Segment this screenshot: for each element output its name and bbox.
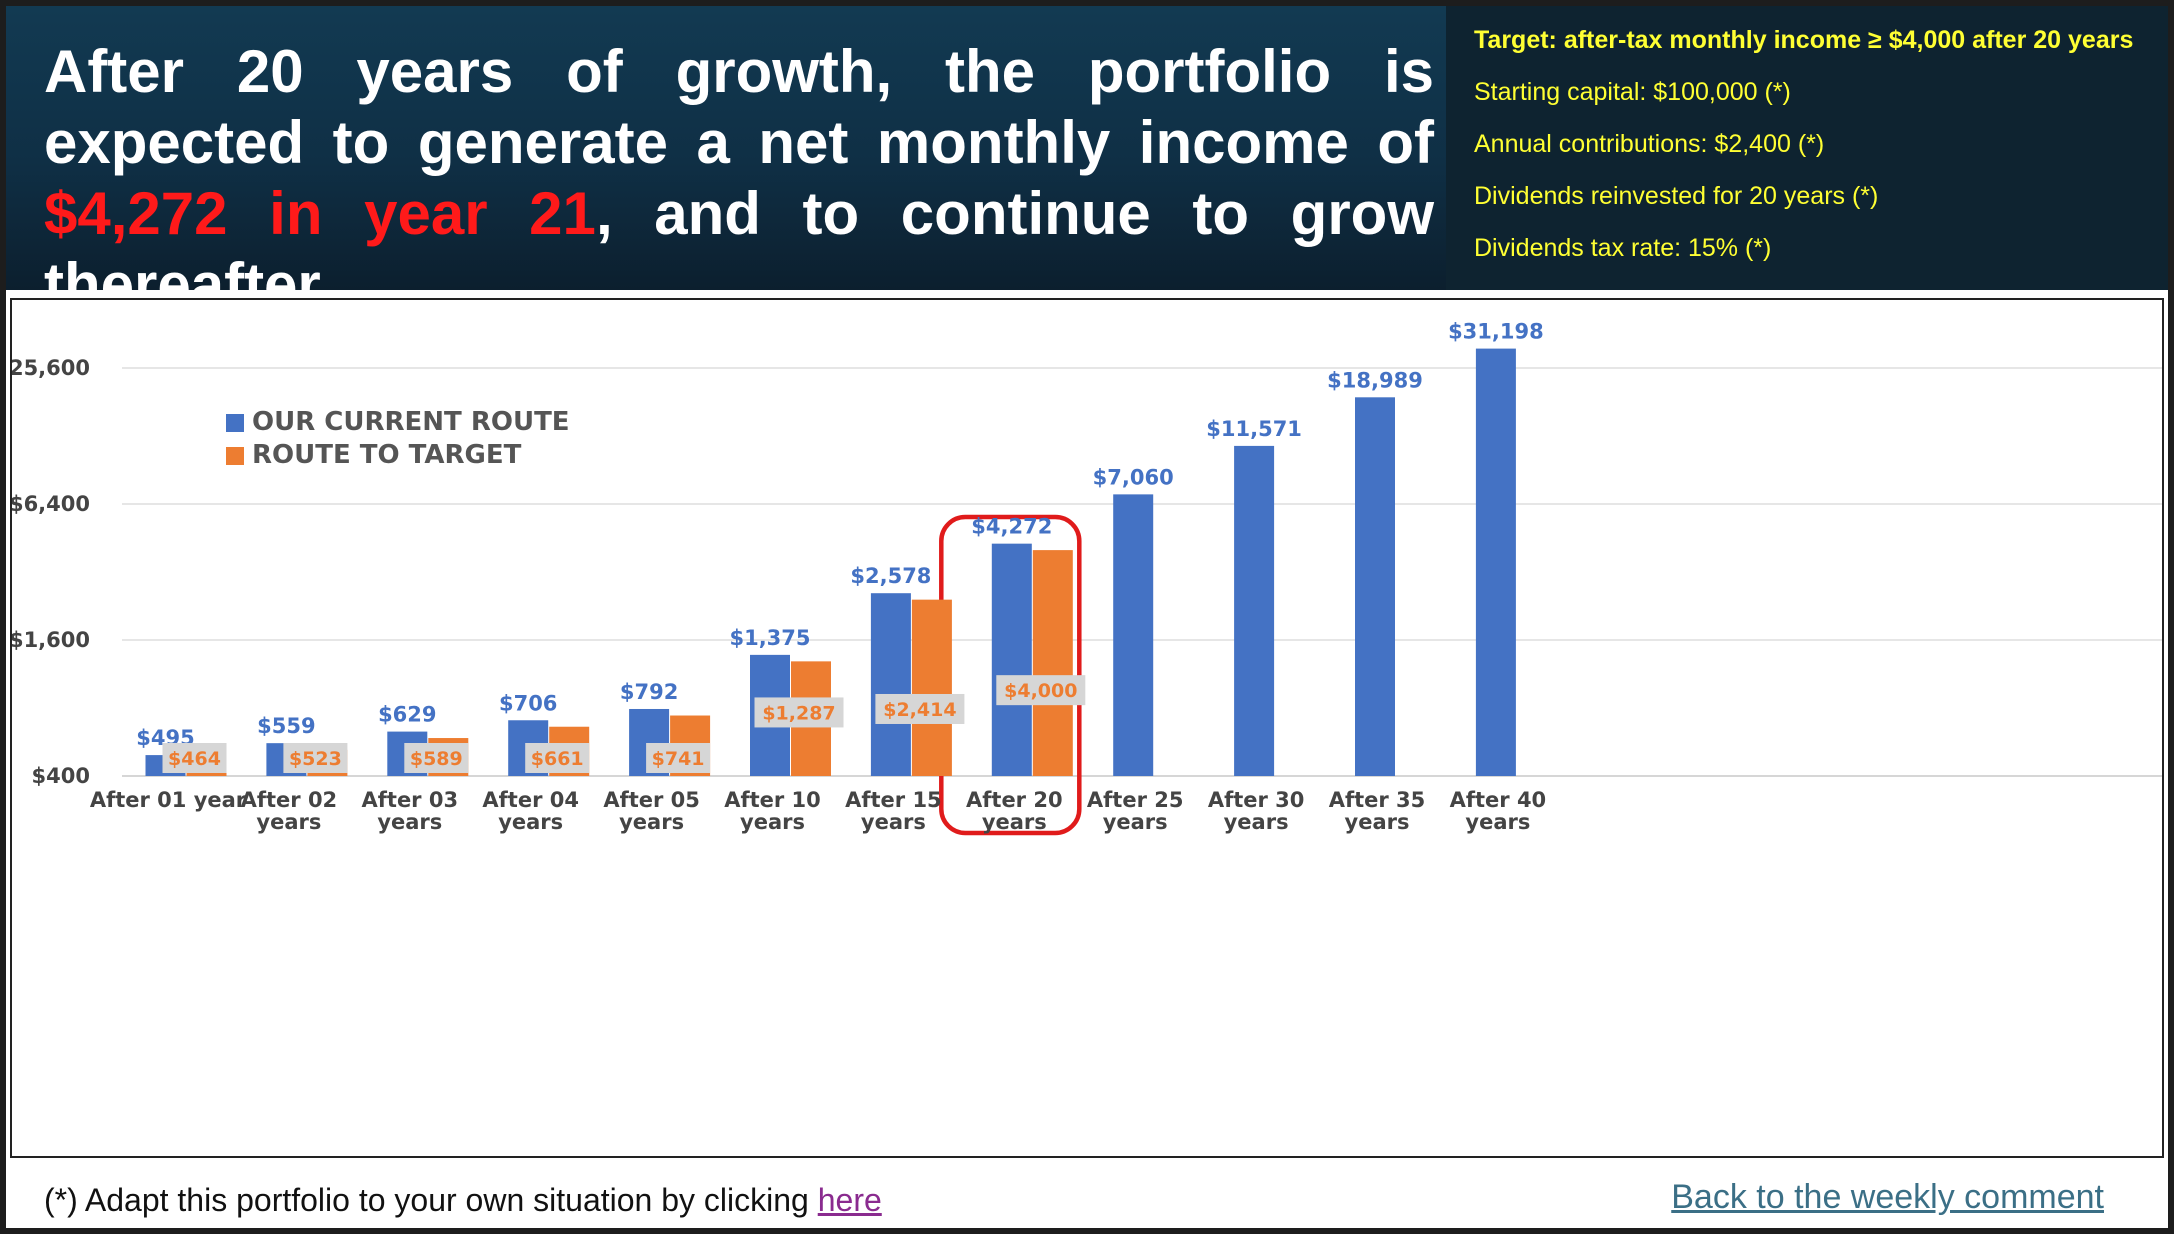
headline: After 20 years of growth, the portfolio … (44, 36, 1434, 320)
data-label-route-to-target: $4,000 (1004, 680, 1077, 702)
x-tick-label: After 03 (362, 788, 459, 812)
bar-current-route (1113, 494, 1154, 776)
data-label-route-to-target: $589 (410, 748, 463, 770)
data-label-box (525, 743, 590, 773)
target-line-goal: Target: after-tax monthly income ≥ $4,00… (1474, 26, 2134, 54)
target-line-tax-rate: Dividends tax rate: 15% (*) (1474, 234, 1772, 262)
data-label-box (646, 743, 711, 773)
bar-current-route (991, 543, 1032, 776)
bar-chart: Estimated monthly revenue, after 15% tax… (12, 320, 2162, 836)
bar-current-route (1234, 445, 1275, 776)
x-tick-label: years (861, 810, 926, 834)
data-label-current-route: $1,375 (729, 626, 810, 650)
x-tick-label: years (377, 810, 442, 834)
headline-part1: After 20 years of growth, the portfolio … (44, 38, 1434, 176)
x-tick-label: years (1103, 810, 1168, 834)
here-link[interactable]: here (817, 1182, 882, 1218)
data-label-current-route: $4,272 (971, 515, 1052, 539)
y-tick-label: $25,600 (12, 356, 90, 380)
data-label-current-route: $31,198 (1448, 320, 1544, 344)
x-tick-label: years (1465, 810, 1530, 834)
bar-route-to-target (1032, 550, 1073, 776)
bar-current-route (1355, 397, 1395, 776)
x-tick-label: After 25 (1087, 788, 1184, 812)
x-tick-label: After 40 (1450, 788, 1547, 812)
x-tick-label: After 01 year (90, 788, 247, 812)
data-label-box (404, 743, 469, 773)
target-line-capital: Starting capital: $100,000 (*) (1474, 78, 1791, 106)
data-label-current-route: $2,578 (850, 564, 931, 588)
bar-current-route (870, 593, 911, 776)
x-tick-label: After 02 (241, 788, 338, 812)
headline-highlight: $4,272 in year 21 (44, 180, 596, 247)
x-tick-label: years (1224, 810, 1289, 834)
back-to-weekly-comment-link[interactable]: Back to the weekly comment (1671, 1178, 2104, 1216)
legend-swatch (226, 447, 244, 465)
data-label-route-to-target: $523 (289, 748, 342, 770)
target-panel: Target: after-tax monthly income ≥ $4,00… (1446, 6, 2168, 290)
x-tick-label: After 35 (1329, 788, 1426, 812)
data-label-route-to-target: $2,414 (883, 699, 956, 721)
target-line-reinvested: Dividends reinvested for 20 years (*) (1474, 182, 1879, 210)
data-label-box (996, 675, 1086, 706)
y-tick-label: $1,600 (12, 628, 90, 652)
footer-note-text: (*) Adapt this portfolio to your own sit… (44, 1182, 818, 1218)
target-line-contributions: Annual contributions: $2,400 (*) (1474, 130, 1825, 158)
x-tick-label: years (256, 810, 321, 834)
x-tick-label: After 04 (482, 788, 579, 812)
bar-route-to-target (911, 599, 952, 776)
data-label-route-to-target: $1,287 (762, 702, 835, 724)
data-label-route-to-target: $741 (652, 748, 705, 770)
x-tick-label: years (982, 810, 1047, 834)
data-label-current-route: $792 (620, 680, 678, 704)
data-label-box (283, 743, 348, 773)
legend-label: ROUTE TO TARGET (252, 440, 522, 470)
data-label-current-route: $7,060 (1093, 465, 1174, 489)
legend-label: OUR CURRENT ROUTE (252, 407, 570, 437)
data-label-box (162, 743, 227, 773)
x-tick-label: After 05 (603, 788, 700, 812)
header-banner: After 20 years of growth, the portfolio … (6, 6, 2168, 318)
x-tick-label: years (619, 810, 684, 834)
x-tick-label: After 30 (1208, 788, 1305, 812)
data-label-box (754, 697, 844, 728)
x-tick-label: After 10 (724, 788, 821, 812)
data-label-route-to-target: $661 (531, 748, 584, 770)
bar-current-route (1475, 348, 1516, 776)
data-label-current-route: $629 (378, 703, 436, 727)
x-tick-label: After 20 (966, 788, 1063, 812)
chart-container: Estimated monthly revenue, after 15% tax… (10, 298, 2164, 1158)
data-label-box (875, 693, 965, 724)
x-tick-label: years (498, 810, 563, 834)
x-tick-label: years (1345, 810, 1410, 834)
x-tick-label: years (740, 810, 805, 834)
y-tick-label: $6,400 (12, 492, 90, 516)
data-label-current-route: $559 (257, 714, 315, 738)
data-label-current-route: $11,571 (1206, 417, 1302, 441)
data-label-route-to-target: $464 (168, 748, 221, 770)
x-tick-label: After 15 (845, 788, 942, 812)
footer-note: (*) Adapt this portfolio to your own sit… (44, 1182, 882, 1219)
y-tick-label: $400 (32, 764, 90, 788)
data-label-current-route: $706 (499, 691, 557, 715)
legend-swatch (226, 414, 244, 432)
data-label-current-route: $18,989 (1327, 368, 1423, 392)
